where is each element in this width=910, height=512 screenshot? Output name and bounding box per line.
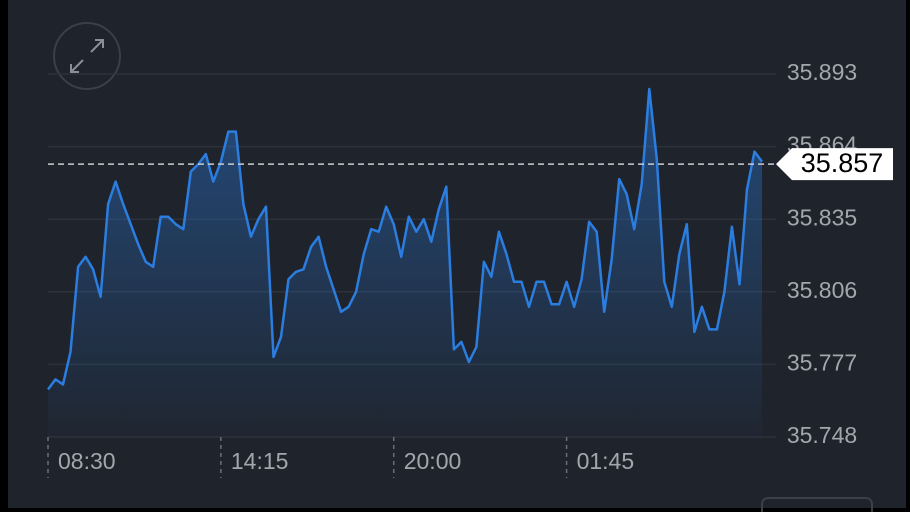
- expand-button[interactable]: [53, 22, 121, 90]
- y-tick-label: 35.893: [787, 59, 857, 85]
- current-price-label: 35.857: [801, 148, 884, 178]
- x-tick-label: 01:45: [577, 448, 635, 474]
- y-tick-label: 35.777: [787, 349, 857, 375]
- y-tick-label: 35.806: [787, 277, 857, 303]
- area-fill: [48, 89, 762, 437]
- y-tick-label: 35.835: [787, 204, 857, 230]
- price-line: [47, 87, 763, 391]
- y-tick-label: 35.748: [787, 422, 857, 448]
- x-tick-label: 08:30: [58, 448, 116, 474]
- corner-button[interactable]: [761, 497, 873, 512]
- x-tick-label: 20:00: [404, 448, 462, 474]
- x-tick-label: 14:15: [231, 448, 289, 474]
- current-price-tag: [776, 148, 893, 181]
